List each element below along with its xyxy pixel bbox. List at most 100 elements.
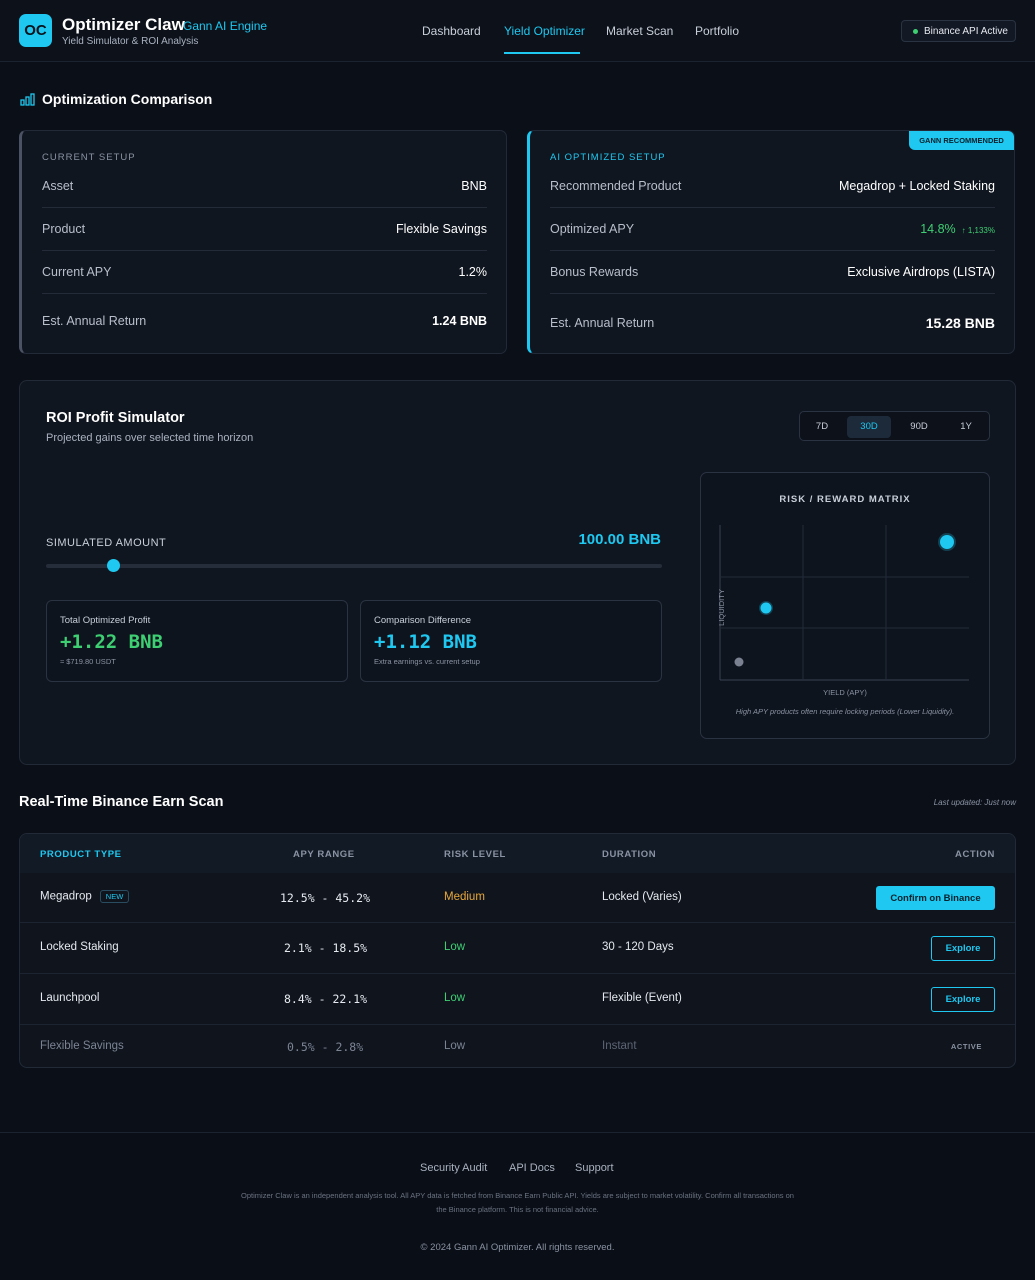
simulator-subtitle: Projected gains over selected time horiz… <box>46 432 254 444</box>
matrix-title: RISK / REWARD MATRIX <box>779 494 911 505</box>
col-apy-range: APY RANGE <box>293 849 355 860</box>
api-status-text: Binance API Active <box>924 25 1008 37</box>
period-1y[interactable]: 1Y <box>960 421 972 432</box>
apy-range: 0.5% - 2.8% <box>287 1040 364 1054</box>
current-setup-card: CURRENT SETUP Asset BNB Product Flexible… <box>19 130 507 354</box>
app-subtitle: Yield Simulator & ROI Analysis <box>62 36 199 47</box>
footer-copyright: © 2024 Gann AI Optimizer. All rights res… <box>420 1242 615 1253</box>
period-selector: 7D 30D 90D 1Y <box>799 411 990 441</box>
api-status-badge: Binance API Active <box>901 20 1016 42</box>
row-key: Bonus Rewards <box>550 265 639 279</box>
row-key: Current APY <box>42 265 112 279</box>
col-product-type: PRODUCT TYPE <box>40 849 122 860</box>
confirm-on-binance-button[interactable]: Confirm on Binance <box>876 886 995 910</box>
row-value: BNB <box>461 179 487 193</box>
row-value: 1.2% <box>458 265 488 279</box>
matrix-note: High APY products often require locking … <box>735 707 955 716</box>
nav-market-scan[interactable]: Market Scan <box>606 24 674 38</box>
total-profit-box: Total Optimized Profit +1.22 BNB ≈ $719.… <box>46 600 348 682</box>
apy-range: 8.4% - 22.1% <box>284 992 368 1006</box>
risk-level: Low <box>444 1040 466 1052</box>
product-label: Megadrop <box>40 890 92 903</box>
optimized-row-return: Est. Annual Return 15.28 BNB <box>550 301 995 344</box>
current-row-asset: Asset BNB <box>42 165 487 208</box>
optimized-setup-card: GANN RECOMMENDED AI OPTIMIZED SETUP Reco… <box>527 130 1015 354</box>
apy-increase: ↑ 1,133% <box>961 226 995 235</box>
col-risk-level: RISK LEVEL <box>444 849 506 860</box>
comparison-difference-label: Comparison Difference <box>374 615 471 626</box>
optimized-setup-label: AI OPTIMIZED SETUP <box>550 152 666 163</box>
roi-simulator-panel: ROI Profit Simulator Projected gains ove… <box>19 380 1016 765</box>
nav-portfolio[interactable]: Portfolio <box>695 24 740 38</box>
optimized-row-bonus: Bonus Rewards Exclusive Airdrops (LISTA) <box>550 251 995 294</box>
optimized-row-apy: Optimized APY 14.8% ↑ 1,133% <box>550 208 995 251</box>
engine-label: Gann AI Engine <box>183 19 268 33</box>
apy-range: 2.1% - 18.5% <box>284 941 368 955</box>
current-setup-label: CURRENT SETUP <box>42 152 136 163</box>
optimized-row-product: Recommended Product Megadrop + Locked St… <box>550 165 995 208</box>
recommended-badge: GANN RECOMMENDED <box>909 131 1014 150</box>
app-title: Optimizer Claw <box>62 15 185 34</box>
risk-level: Low <box>444 992 466 1004</box>
footer-link-support[interactable]: Support <box>575 1162 614 1174</box>
active-status: ACTIVE <box>950 1042 982 1051</box>
table-header: PRODUCT TYPE APY RANGE RISK LEVEL DURATI… <box>20 834 1015 873</box>
matrix-point-current <box>734 657 744 667</box>
duration: Instant <box>602 1040 637 1052</box>
risk-reward-matrix: RISK / REWARD MATRIX LIQUIDITY YIELD (AP… <box>700 472 990 739</box>
row-key: Recommended Product <box>550 179 682 193</box>
row-key: Optimized APY <box>550 222 635 236</box>
period-90d[interactable]: 90D <box>910 421 928 432</box>
row-key: Est. Annual Return <box>42 313 147 328</box>
risk-level: Medium <box>444 891 485 903</box>
matrix-point-mid <box>760 602 772 614</box>
row-key: Asset <box>42 179 74 193</box>
app-logo[interactable]: OC <box>19 14 52 47</box>
scan-title: Real-Time Binance Earn Scan <box>19 794 224 810</box>
total-profit-value: +1.22 BNB <box>60 631 163 653</box>
row-value-group: 14.8% ↑ 1,133% <box>920 222 995 236</box>
row-value: Exclusive Airdrops (LISTA) <box>847 265 995 279</box>
col-duration: DURATION <box>602 849 657 860</box>
simulated-amount-value: 100.00 BNB <box>578 531 661 548</box>
period-7d[interactable]: 7D <box>815 421 829 432</box>
row-key: Est. Annual Return <box>550 315 655 330</box>
matrix-plot <box>719 525 969 681</box>
current-row-product: Product Flexible Savings <box>42 208 487 251</box>
slider-thumb[interactable] <box>106 559 120 572</box>
nav-active-indicator <box>504 52 580 54</box>
earn-scan-table: PRODUCT TYPE APY RANGE RISK LEVEL DURATI… <box>19 833 1016 1068</box>
amount-slider[interactable] <box>46 559 662 572</box>
status-dot-icon <box>913 29 918 34</box>
row-value: 15.28 BNB <box>925 314 995 331</box>
row-value: Megadrop + Locked Staking <box>838 179 995 193</box>
table-row: Locked Staking 2.1% - 18.5% Low 30 - 120… <box>20 923 1015 974</box>
product-name: Megadrop NEW <box>40 890 130 903</box>
period-30d[interactable]: 30D <box>847 416 891 438</box>
total-profit-label: Total Optimized Profit <box>60 615 151 626</box>
simulator-title: ROI Profit Simulator <box>46 410 185 426</box>
duration: Locked (Varies) <box>602 891 682 903</box>
product-name: Locked Staking <box>40 941 119 953</box>
explore-button[interactable]: Explore <box>931 936 995 961</box>
table-row: Launchpool 8.4% - 22.1% Low Flexible (Ev… <box>20 974 1015 1025</box>
nav-dashboard[interactable]: Dashboard <box>422 24 481 38</box>
row-value: 1.24 BNB <box>432 313 487 328</box>
row-value: 14.8% <box>920 222 956 236</box>
comparison-difference-note: Extra earnings vs. current setup <box>374 657 480 666</box>
footer-link-api-docs[interactable]: API Docs <box>509 1162 555 1174</box>
top-header: OC Optimizer Claw Gann AI Engine Yield S… <box>0 0 1035 62</box>
explore-button[interactable]: Explore <box>931 987 995 1012</box>
page-footer: Security Audit API Docs Support Optimize… <box>0 1132 1035 1280</box>
comparison-title: Optimization Comparison <box>42 91 213 107</box>
table-row: Flexible Savings 0.5% - 2.8% Low Instant… <box>20 1025 1015 1067</box>
footer-disclaimer: Optimizer Claw is an independent analysi… <box>241 1191 794 1214</box>
footer-link-security-audit[interactable]: Security Audit <box>420 1162 488 1174</box>
row-key: Product <box>42 222 86 236</box>
apy-range: 12.5% - 45.2% <box>280 891 371 905</box>
last-updated: Last updated: Just now <box>933 798 1016 807</box>
new-badge: NEW <box>99 890 130 903</box>
nav-yield-optimizer[interactable]: Yield Optimizer <box>504 24 585 38</box>
current-row-apy: Current APY 1.2% <box>42 251 487 294</box>
product-name: Launchpool <box>40 992 100 1004</box>
